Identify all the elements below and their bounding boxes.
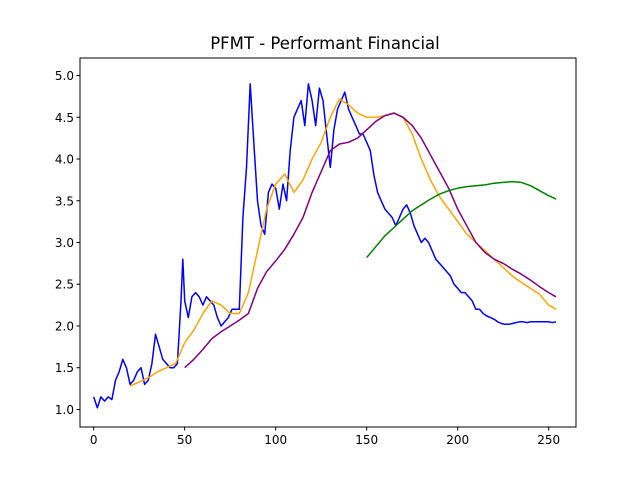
y-tick-label: 4.0 bbox=[55, 153, 74, 167]
series-line-3 bbox=[184, 112, 557, 369]
y-tick-label: 2.0 bbox=[55, 319, 74, 333]
plot-frame bbox=[79, 57, 577, 428]
series-line-1 bbox=[92, 83, 557, 409]
x-tick-label: 250 bbox=[537, 433, 560, 447]
x-tick-label: 100 bbox=[264, 433, 287, 447]
ticks-layer: 0 50 100 150 200 250 1.0 1.5 2.0 2.5 3.0 3.5 4.0 4.5 5… bbox=[55, 69, 560, 447]
series-layer bbox=[92, 83, 557, 409]
plot-area bbox=[80, 58, 576, 427]
y-tick-label: 3.0 bbox=[55, 236, 74, 250]
chart-title: PFMT - Performant Financial bbox=[210, 34, 440, 53]
y-tick-label: 4.5 bbox=[55, 111, 74, 125]
y-tick-label: 5.0 bbox=[55, 69, 74, 83]
series-line-2 bbox=[129, 98, 557, 387]
x-tick-label: 0 bbox=[90, 433, 98, 447]
x-tick-label: 200 bbox=[446, 433, 469, 447]
y-tick-label: 1.0 bbox=[55, 403, 74, 417]
series-line-4 bbox=[366, 180, 557, 258]
y-tick-label: 3.5 bbox=[55, 194, 74, 208]
y-tick-label: 1.5 bbox=[55, 361, 74, 375]
x-tick-label: 50 bbox=[177, 433, 192, 447]
x-tick-label: 150 bbox=[355, 433, 378, 447]
y-tick-label: 2.5 bbox=[55, 278, 74, 292]
